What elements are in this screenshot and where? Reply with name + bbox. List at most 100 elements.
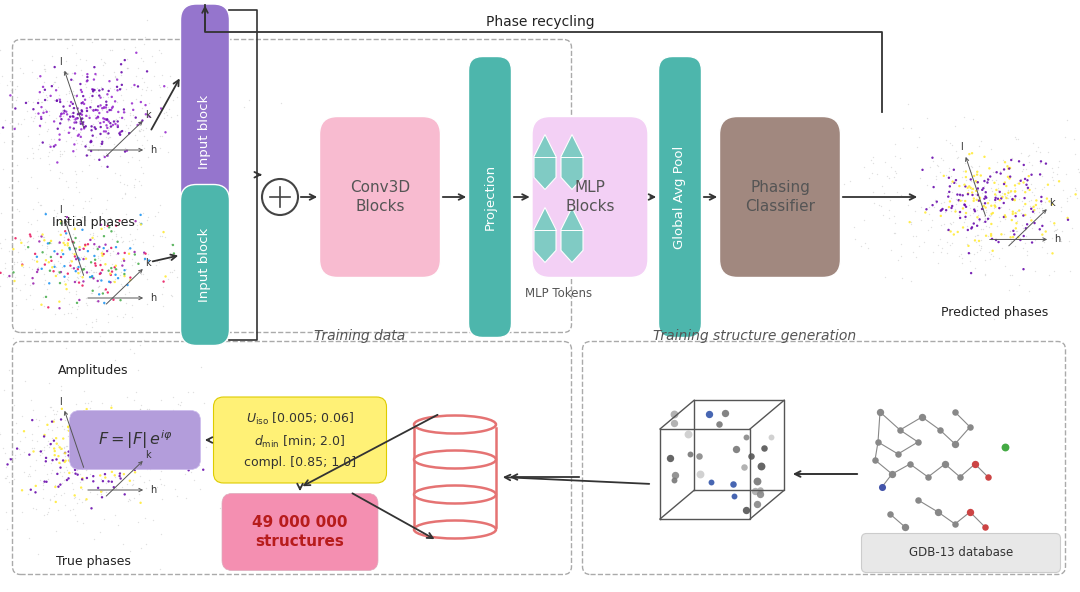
Point <box>946 204 963 214</box>
Point <box>132 210 149 220</box>
Point <box>90 282 107 291</box>
Point <box>956 200 973 210</box>
Point <box>59 240 77 250</box>
Point <box>55 111 72 121</box>
Point <box>86 123 104 132</box>
Point <box>954 191 971 200</box>
Point <box>960 185 977 195</box>
Point <box>174 244 191 253</box>
Point <box>109 237 126 246</box>
Point <box>91 332 108 341</box>
Point <box>999 194 1016 203</box>
Point <box>85 448 103 457</box>
Point <box>57 107 75 117</box>
Point <box>149 208 166 217</box>
Point <box>111 128 129 138</box>
Point <box>83 318 100 327</box>
Point <box>97 437 114 447</box>
Point <box>89 276 106 286</box>
Point <box>85 440 103 449</box>
Point <box>37 65 54 74</box>
Point <box>94 104 111 113</box>
Point <box>899 201 916 210</box>
Point <box>244 469 261 478</box>
Point <box>920 202 937 211</box>
Point <box>70 187 87 197</box>
Point <box>180 266 198 275</box>
Point <box>91 269 108 278</box>
Point <box>146 57 163 67</box>
Point <box>49 422 66 432</box>
Point <box>56 449 73 458</box>
Point <box>143 456 160 466</box>
Point <box>114 449 132 458</box>
Point <box>72 114 90 124</box>
Point <box>947 195 964 204</box>
Point <box>5 400 23 409</box>
Point <box>977 221 995 231</box>
Point <box>104 102 121 111</box>
Point <box>947 121 964 130</box>
Point <box>1034 243 1051 252</box>
Point <box>0 258 14 268</box>
Point <box>973 204 990 214</box>
Point <box>131 176 148 186</box>
Point <box>119 456 136 465</box>
Point <box>118 85 135 94</box>
FancyBboxPatch shape <box>320 117 441 278</box>
Point <box>1044 249 1062 258</box>
Point <box>112 426 130 435</box>
Point <box>58 96 76 106</box>
Point <box>75 265 92 274</box>
Point <box>52 149 69 158</box>
Point <box>109 520 126 530</box>
Point <box>31 475 49 484</box>
Point <box>119 281 136 290</box>
Point <box>95 454 112 464</box>
Point <box>56 457 73 466</box>
Point <box>983 229 1000 239</box>
Point <box>48 211 65 221</box>
Point <box>1052 236 1069 245</box>
Point <box>116 469 133 479</box>
Point <box>56 451 73 461</box>
Point <box>0 263 13 273</box>
Point <box>42 134 59 144</box>
Point <box>1009 226 1026 236</box>
Point <box>92 93 109 102</box>
Point <box>33 240 51 250</box>
Point <box>66 493 83 502</box>
Point <box>963 162 981 172</box>
Point <box>87 439 105 449</box>
Point <box>87 314 105 323</box>
Point <box>17 98 35 108</box>
Point <box>975 184 993 193</box>
Point <box>975 175 993 185</box>
Point <box>0 429 9 439</box>
Text: h: h <box>150 145 157 155</box>
Point <box>962 176 980 186</box>
Point <box>109 75 126 85</box>
Point <box>70 278 87 287</box>
Point <box>95 103 112 112</box>
Point <box>1048 230 1065 240</box>
Point <box>1016 210 1034 220</box>
Point <box>964 184 982 194</box>
Point <box>73 114 91 123</box>
Point <box>1051 176 1068 186</box>
Point <box>939 237 956 247</box>
Point <box>104 477 121 487</box>
Point <box>83 432 100 442</box>
Point <box>158 107 175 117</box>
Point <box>941 240 958 250</box>
Point <box>0 443 12 453</box>
Point <box>55 238 72 247</box>
Point <box>73 475 91 484</box>
Point <box>214 72 231 81</box>
Point <box>96 114 113 124</box>
Point <box>162 112 179 121</box>
Point <box>59 287 77 297</box>
Point <box>893 190 910 200</box>
Point <box>87 241 105 250</box>
Point <box>177 257 194 266</box>
